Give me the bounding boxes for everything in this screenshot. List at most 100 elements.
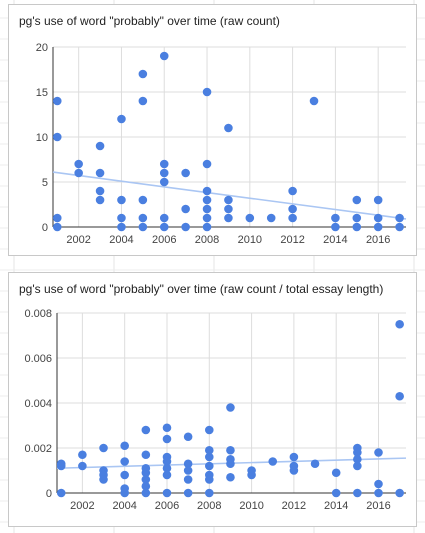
data-point [162,463,172,473]
x-tick-label: 2014 [323,234,347,246]
data-point [288,204,297,214]
data-point [331,488,341,498]
chart-title: pg's use of word "probably" over time (r… [19,14,280,28]
data-point [202,204,212,214]
scatter-plot-raw-count: 0 5 10 15 20 2002 2004 2006 2008 2010 2012 2014 2016 [36,42,407,246]
data-point [141,425,151,435]
data-point [374,488,383,498]
data-point [141,488,151,498]
data-point [56,461,66,471]
data-point [202,87,212,97]
data-point [395,319,404,329]
data-point [183,488,193,498]
data-point [247,470,256,480]
data-point [138,222,148,232]
data-point [56,488,66,498]
data-point [95,141,105,151]
data-point [141,481,151,491]
data-point [352,213,362,223]
x-tick-label: 2010 [239,500,263,512]
data-point [224,213,233,223]
data-point [74,168,83,178]
data-point [138,96,148,106]
data-point [373,213,383,223]
data-point [352,222,362,232]
data-point [226,459,235,469]
data-point [138,195,148,205]
data-point [373,222,383,232]
data-point [162,423,172,433]
data-point [159,213,169,223]
y-tick-label: 20 [36,42,48,54]
data-point [226,472,235,482]
y-tick-label: 0.006 [24,353,52,365]
y-tick-label: 5 [42,177,48,189]
data-point [99,443,108,453]
data-point [141,450,151,460]
data-point [117,222,126,232]
data-point [162,434,172,444]
data-point [224,195,233,205]
data-point [353,488,362,498]
data-point [95,195,105,205]
data-point [52,132,62,142]
data-point [202,222,212,232]
data-point [52,213,62,223]
data-point [141,468,151,478]
data-point [204,452,214,462]
x-tick-label: 2010 [238,234,262,246]
y-tick-label: 15 [36,87,48,99]
scatter-plot-normalized-count: 0 0.002 0.004 0.006 0.008 2002 2004 2006 2008 201… [24,308,407,512]
data-point [120,470,129,480]
data-point [288,213,297,223]
data-point [373,195,383,205]
data-point [120,457,129,466]
data-point [266,213,276,223]
y-tick-label: 10 [36,132,48,144]
data-point [374,448,383,457]
data-point [117,195,126,205]
data-point [95,186,105,196]
data-point [204,488,214,498]
data-point [159,159,169,169]
data-point [395,213,404,223]
data-point [159,177,169,187]
data-point [181,222,190,232]
data-point [204,461,214,471]
data-point [353,461,362,471]
data-point [95,168,105,178]
chart-card-raw-count[interactable]: pg's use of word "probably" over time (r… [8,4,417,256]
chart-card-normalized-count[interactable]: pg's use of word "probably" over time (r… [8,272,417,527]
data-point [74,159,83,169]
data-point [162,470,172,480]
data-point [138,213,148,223]
data-point [204,445,214,455]
data-point [162,488,172,498]
y-tick-label: 0.002 [24,443,52,455]
x-tick-label: 2006 [152,234,176,246]
data-point [162,457,172,466]
y-tick-label: 0 [42,222,48,234]
data-point [224,123,233,133]
data-point [117,114,126,124]
data-point [331,222,340,232]
x-tick-label: 2014 [324,500,348,512]
data-point [289,452,299,462]
data-point [245,213,255,223]
data-point [183,475,193,484]
data-point [226,445,235,455]
x-tick-label: 2012 [282,500,306,512]
data-point [183,432,193,442]
x-tick-label: 2004 [112,500,136,512]
data-point [52,96,62,106]
data-point [395,391,404,401]
data-point [268,457,278,466]
data-point [204,475,214,484]
data-point [310,459,320,469]
data-point [289,466,299,475]
x-tick-label: 2004 [109,234,133,246]
data-point [374,479,383,489]
data-point [226,403,235,412]
y-tick-label: 0.008 [24,308,52,320]
data-point [78,450,87,460]
